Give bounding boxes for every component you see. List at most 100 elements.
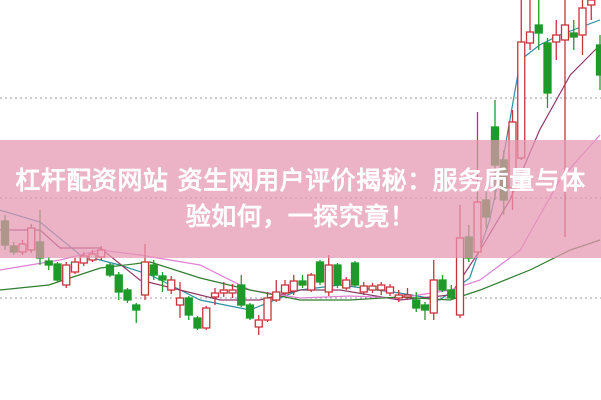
candle	[237, 275, 246, 307]
candle-body	[368, 285, 377, 291]
candle	[307, 273, 316, 292]
candle-body	[210, 292, 220, 298]
candle-body	[289, 280, 298, 292]
candle	[342, 277, 351, 290]
candle	[438, 275, 447, 292]
candle	[315, 260, 325, 285]
candle	[167, 276, 176, 294]
candle-body	[105, 264, 115, 276]
title-banner: 杠杆配资网站 资生网用户评价揭秘：服务质量与体 验如何，一探究竟！	[0, 140, 601, 258]
candle	[324, 255, 333, 296]
candle-body	[578, 7, 587, 36]
candle-body	[44, 260, 53, 266]
candle	[543, 38, 552, 108]
candle-body	[219, 289, 228, 294]
candle	[394, 290, 403, 302]
candle	[333, 263, 342, 288]
candle-body	[202, 307, 211, 329]
candle	[368, 283, 377, 293]
candle	[447, 285, 456, 300]
candle-body	[552, 34, 561, 43]
candle-body	[377, 284, 386, 291]
candle-body	[62, 264, 71, 286]
candle	[595, 35, 601, 90]
candle	[114, 272, 123, 300]
candle	[350, 261, 360, 287]
candle	[587, 0, 596, 20]
candle	[219, 282, 228, 297]
candle-body	[429, 279, 438, 314]
candle	[534, 0, 543, 50]
candle	[53, 262, 62, 282]
candle-body	[254, 319, 263, 328]
candle-body	[403, 294, 412, 298]
candle-body	[315, 261, 325, 283]
candle	[517, 0, 526, 160]
candle	[289, 275, 298, 295]
candle-body	[53, 263, 62, 281]
candle-body	[543, 42, 552, 94]
candle	[44, 257, 53, 270]
candle-body	[245, 304, 255, 319]
candle-body	[280, 284, 290, 294]
candle-body	[184, 297, 193, 316]
candle-body	[70, 261, 80, 273]
candle-body	[263, 297, 272, 321]
candle	[385, 284, 395, 296]
candle	[132, 303, 141, 323]
candle	[210, 288, 220, 305]
candle-body	[560, 24, 570, 41]
candle-body	[342, 279, 351, 289]
candle-body	[447, 289, 456, 299]
candle-body	[385, 286, 395, 294]
candle	[578, 0, 587, 55]
candle	[158, 272, 167, 292]
candle-body	[114, 274, 123, 293]
candle-body	[158, 275, 167, 281]
candle-body	[140, 261, 150, 296]
candle-body	[307, 274, 316, 291]
candle	[202, 306, 211, 330]
candle-body	[394, 294, 403, 299]
candle	[298, 275, 307, 288]
candle	[272, 280, 281, 302]
candle-body	[149, 264, 158, 276]
candle-body	[525, 31, 535, 44]
candle	[228, 284, 237, 298]
candle	[62, 262, 71, 288]
candle-body	[237, 284, 246, 306]
candle	[70, 258, 80, 274]
candle-body	[175, 297, 185, 306]
candle-body	[333, 264, 342, 286]
candle	[175, 282, 185, 318]
candle	[429, 260, 438, 320]
candle	[412, 292, 421, 312]
candle-body	[359, 285, 368, 293]
candle	[263, 292, 272, 322]
candle-body	[298, 280, 307, 286]
candle-body	[350, 262, 360, 286]
candle-body	[412, 299, 421, 309]
candle-body	[167, 279, 176, 291]
candle	[105, 263, 115, 277]
candle	[552, 20, 561, 60]
candle	[525, 0, 535, 50]
candle	[184, 296, 193, 320]
candle	[123, 288, 132, 303]
candle	[420, 302, 430, 320]
candle-body	[587, 0, 596, 6]
candle-body	[132, 304, 141, 311]
candle	[377, 282, 386, 295]
candle-body	[123, 289, 132, 301]
title-line-2: 验如何，一探究竟！	[185, 202, 416, 231]
candle	[245, 303, 255, 320]
candle	[359, 282, 368, 295]
candle	[149, 260, 158, 280]
candle	[280, 280, 290, 295]
candle-body	[193, 317, 202, 329]
candle	[569, 20, 578, 50]
candle-body	[569, 32, 578, 38]
candle-body	[534, 24, 543, 34]
title-line-1: 杠杆配资网站 资生网用户评价揭秘：服务质量与体	[15, 166, 586, 195]
